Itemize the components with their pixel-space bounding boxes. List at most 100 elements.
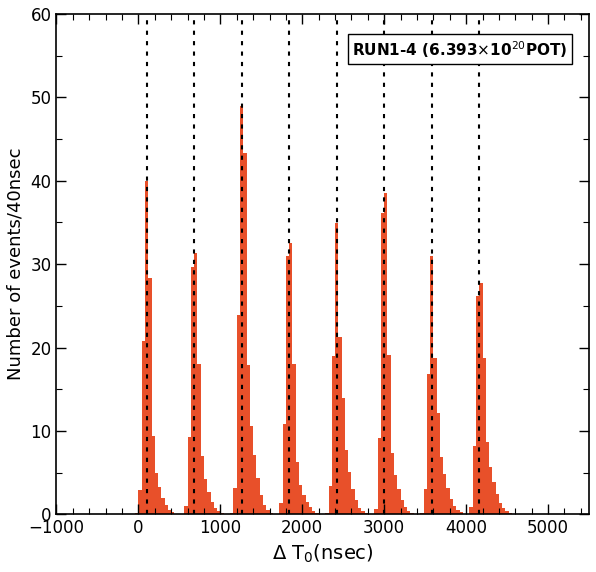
Bar <box>433 358 437 514</box>
Bar <box>355 500 358 514</box>
Bar <box>243 153 247 514</box>
Bar <box>240 106 243 514</box>
Bar <box>253 455 256 514</box>
Bar <box>221 513 224 514</box>
Bar <box>404 507 407 514</box>
Bar <box>296 462 299 514</box>
Bar <box>283 424 286 514</box>
Bar <box>188 437 191 514</box>
Bar <box>210 502 214 514</box>
Bar <box>247 366 250 514</box>
Bar <box>184 506 188 514</box>
Bar <box>148 277 151 514</box>
Bar <box>470 507 473 514</box>
Bar <box>509 513 512 514</box>
Bar <box>214 508 217 514</box>
Bar <box>460 513 463 514</box>
Bar <box>142 341 145 514</box>
Bar <box>457 510 460 514</box>
Bar <box>289 243 293 514</box>
Bar <box>342 398 345 514</box>
Text: RUN1-4 (6.393$\times$10$^{20}$POT): RUN1-4 (6.393$\times$10$^{20}$POT) <box>352 39 568 59</box>
Bar <box>365 513 368 514</box>
Y-axis label: Number of events/40nsec: Number of events/40nsec <box>7 148 25 380</box>
Bar <box>168 510 171 514</box>
Bar <box>505 511 509 514</box>
Bar <box>348 472 352 514</box>
Bar <box>158 487 162 514</box>
Bar <box>256 478 260 514</box>
Bar <box>217 511 221 514</box>
Bar <box>496 494 499 514</box>
Bar <box>328 486 332 514</box>
Bar <box>339 337 342 514</box>
Bar <box>191 268 194 514</box>
Bar <box>197 364 201 514</box>
Bar <box>151 436 155 514</box>
Bar <box>473 446 476 514</box>
Bar <box>374 509 378 514</box>
Bar <box>280 503 283 514</box>
Bar <box>446 488 450 514</box>
Bar <box>260 495 263 514</box>
Bar <box>352 488 355 514</box>
Bar <box>437 413 440 514</box>
Bar <box>440 457 443 514</box>
Bar <box>171 513 175 514</box>
Bar <box>486 442 489 514</box>
Bar <box>201 456 204 514</box>
Bar <box>479 283 483 514</box>
Bar <box>145 181 148 514</box>
Bar <box>138 490 142 514</box>
Bar <box>398 490 401 514</box>
Bar <box>391 453 394 514</box>
Bar <box>387 355 391 514</box>
Bar <box>207 492 210 514</box>
Bar <box>443 474 446 514</box>
Bar <box>378 438 381 514</box>
Bar <box>315 513 319 514</box>
Bar <box>420 513 424 514</box>
Bar <box>492 482 496 514</box>
Bar <box>394 475 398 514</box>
Bar <box>499 503 502 514</box>
Bar <box>483 358 486 514</box>
Bar <box>332 356 335 514</box>
Bar <box>162 498 164 514</box>
Bar <box>250 426 253 514</box>
Bar <box>155 473 158 514</box>
Bar <box>309 507 312 514</box>
Bar <box>358 507 361 514</box>
Bar <box>430 256 433 514</box>
Bar <box>237 315 240 514</box>
Bar <box>164 505 168 514</box>
Bar <box>502 509 505 514</box>
Bar <box>345 450 348 514</box>
Bar <box>453 506 457 514</box>
Bar <box>204 479 207 514</box>
Bar <box>312 511 315 514</box>
Bar <box>286 256 289 514</box>
Bar <box>384 193 387 514</box>
Bar <box>299 485 302 514</box>
Bar <box>450 499 453 514</box>
Bar <box>424 489 427 514</box>
Bar <box>427 374 430 514</box>
Bar <box>361 511 365 514</box>
Bar <box>234 488 237 514</box>
Bar <box>230 513 234 514</box>
Bar <box>194 253 197 514</box>
Bar <box>401 500 404 514</box>
Bar <box>306 502 309 514</box>
Bar <box>263 505 266 514</box>
X-axis label: Δ T$_0$(nsec): Δ T$_0$(nsec) <box>272 543 374 565</box>
Bar <box>325 513 328 514</box>
Bar <box>302 495 306 514</box>
Bar <box>335 223 339 514</box>
Bar <box>407 511 411 514</box>
Bar <box>476 296 479 514</box>
Bar <box>269 513 273 514</box>
Bar <box>489 467 492 514</box>
Bar <box>381 213 384 514</box>
Bar <box>293 364 296 514</box>
